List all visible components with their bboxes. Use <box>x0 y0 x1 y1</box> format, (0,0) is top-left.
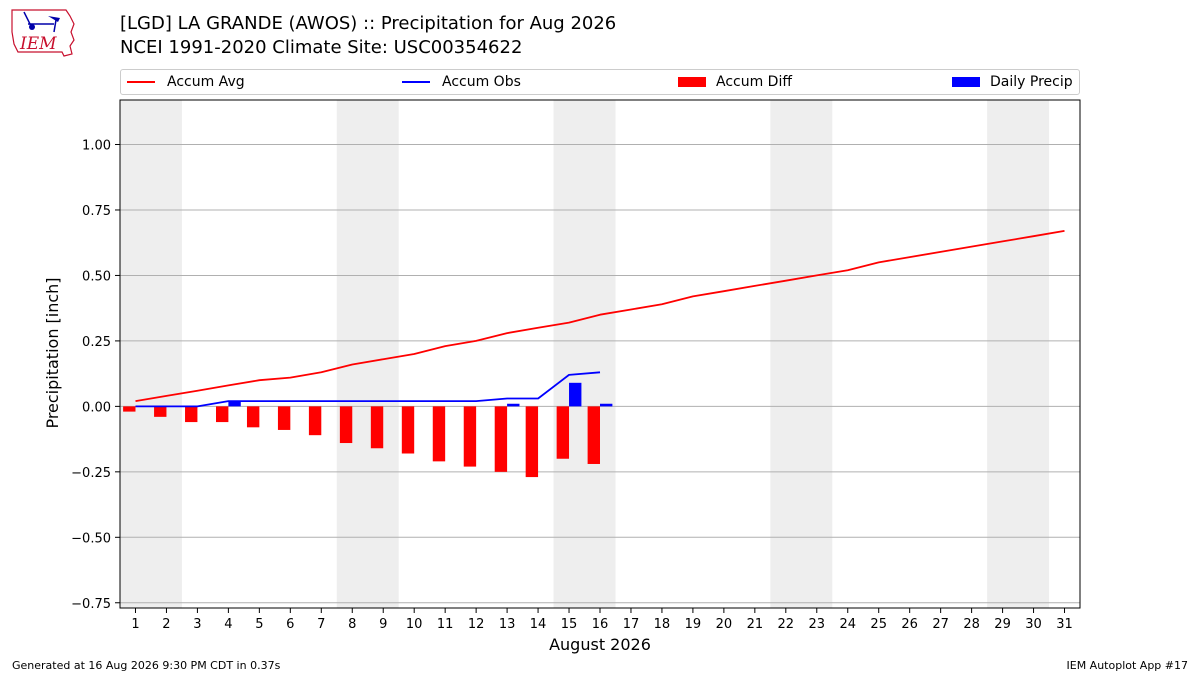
iem-logo-graphic <box>11 9 75 57</box>
x-tick-label: 29 <box>994 617 1011 632</box>
x-tick-label: 17 <box>623 617 640 632</box>
accum-diff-bar-day-9 <box>370 406 384 449</box>
x-tick-label: 9 <box>379 617 387 632</box>
accum-diff-bar-day-4 <box>216 406 229 423</box>
daily-precip-bar-day-4 <box>228 401 241 407</box>
accum-diff-bar-day-16 <box>587 406 600 464</box>
legend-swatch-accum-avg <box>127 81 155 83</box>
x-tick-label: 31 <box>1056 617 1073 632</box>
weekend-shade-4 <box>987 100 1050 608</box>
x-tick-label: 8 <box>348 617 356 632</box>
accum-diff-bar-day-3 <box>185 406 198 423</box>
iem-logo-text: IEM <box>20 34 57 54</box>
weekend-shade-3 <box>770 100 833 608</box>
x-tick-label: 3 <box>193 617 201 632</box>
x-tick-label: 18 <box>654 617 671 632</box>
x-tick-label: 10 <box>406 617 423 632</box>
legend-item-accum-diff: Accum Diff <box>678 70 792 94</box>
chart-title: [LGD] LA GRANDE (AWOS) :: Precipitation … <box>120 13 617 34</box>
y-axis-label: Precipitation [inch] <box>43 277 62 428</box>
legend-item-accum-obs: Accum Obs <box>402 70 521 94</box>
y-tick-label: −0.50 <box>71 531 111 546</box>
x-tick-label: 4 <box>224 617 232 632</box>
x-tick-label: 28 <box>963 617 980 632</box>
x-tick-label: 27 <box>932 617 949 632</box>
x-tick-label: 21 <box>747 617 764 632</box>
x-tick-label: 19 <box>685 617 702 632</box>
y-tick-label: 0.00 <box>82 400 111 415</box>
x-tick-label: 15 <box>561 617 578 632</box>
iem-logo: IEM <box>8 6 82 60</box>
legend-swatch-daily-precip <box>952 77 980 87</box>
legend-swatch-accum-obs <box>402 81 430 83</box>
x-tick-label: 23 <box>809 617 826 632</box>
x-tick-label: 12 <box>468 617 485 632</box>
x-tick-label: 11 <box>437 617 454 632</box>
accum-diff-bar-day-7 <box>308 406 322 436</box>
x-tick-label: 7 <box>317 617 325 632</box>
y-tick-label: 1.00 <box>82 139 111 154</box>
x-tick-label: 24 <box>839 617 856 632</box>
legend-label-accum-diff: Accum Diff <box>716 74 793 90</box>
accum-diff-bar-day-8 <box>339 406 353 444</box>
y-tick-label: 0.50 <box>82 269 111 284</box>
x-tick-label: 16 <box>592 617 609 632</box>
plot-content <box>120 100 1080 608</box>
x-tick-label: 22 <box>778 617 795 632</box>
app-credit: IEM Autoplot App #17 <box>1066 659 1189 672</box>
y-tick-label: 0.75 <box>82 204 111 219</box>
x-tick-label: 20 <box>716 617 733 632</box>
weekend-shade-1 <box>336 100 399 608</box>
accum-obs-line <box>135 371 601 408</box>
accum-diff-bar-day-12 <box>463 406 477 467</box>
x-tick-label: 13 <box>499 617 516 632</box>
legend-item-daily-precip: Daily Precip <box>952 70 1073 94</box>
x-tick-label: 2 <box>162 617 170 632</box>
accum-diff-bar-day-14 <box>525 406 539 478</box>
daily-precip-bar-day-16 <box>600 403 613 407</box>
generated-timestamp: Generated at 16 Aug 2026 9:30 PM CDT in … <box>12 659 281 672</box>
x-axis-label: August 2026 <box>549 635 651 654</box>
accum-diff-bar-day-1 <box>123 406 136 412</box>
x-tick-label: 25 <box>870 617 887 632</box>
x-tick-label: 5 <box>255 617 263 632</box>
accum-diff-bar-day-15 <box>556 406 570 459</box>
accum-diff-bar-day-13 <box>494 406 508 472</box>
accum-avg-line <box>135 230 1065 402</box>
legend-label-daily-precip: Daily Precip <box>990 74 1073 90</box>
x-tick-label: 6 <box>286 617 294 632</box>
y-tick-label: −0.25 <box>71 466 111 481</box>
y-tick-label: −0.75 <box>71 597 111 612</box>
x-tick-label: 14 <box>530 617 547 632</box>
legend: Accum Avg Accum Obs Accum Diff Daily Pre… <box>120 69 1080 95</box>
weekend-shade-0 <box>120 100 182 608</box>
y-tick-label: 0.25 <box>82 335 111 350</box>
legend-item-accum-avg: Accum Avg <box>127 70 245 94</box>
daily-precip-bar-day-13 <box>507 403 520 407</box>
x-tick-label: 30 <box>1025 617 1042 632</box>
accum-diff-bar-day-2 <box>154 406 167 417</box>
x-tick-label: 1 <box>131 617 139 632</box>
chart-subtitle: NCEI 1991-2020 Climate Site: USC00354622 <box>120 37 523 58</box>
accum-diff-bar-day-5 <box>246 406 260 428</box>
legend-label-accum-obs: Accum Obs <box>442 74 521 90</box>
legend-label-accum-avg: Accum Avg <box>167 74 245 90</box>
x-tick-label: 26 <box>901 617 918 632</box>
accum-diff-bar-day-6 <box>277 406 291 430</box>
accum-diff-bar-day-10 <box>401 406 415 454</box>
daily-precip-bar-day-15 <box>569 382 582 407</box>
accum-diff-bar-day-11 <box>432 406 446 462</box>
plot-area: −0.75−0.50−0.250.000.250.500.751.001 2 3 4 5… <box>71 99 1081 632</box>
weekend-shade-2 <box>553 100 616 608</box>
legend-swatch-accum-diff <box>678 77 706 87</box>
